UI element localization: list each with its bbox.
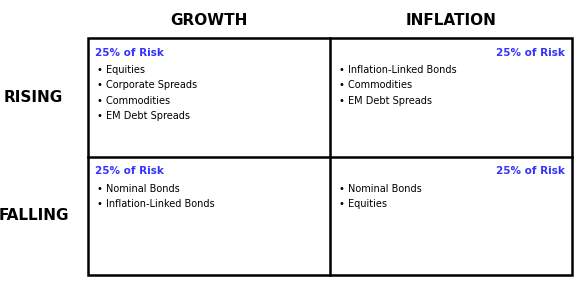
Text: 25% of Risk: 25% of Risk (95, 167, 164, 176)
Text: RISING: RISING (4, 90, 63, 105)
Text: GROWTH: GROWTH (170, 13, 248, 28)
Text: • EM Debt Spreads: • EM Debt Spreads (97, 112, 190, 121)
Bar (88, 38, 572, 275)
Text: • Inflation-Linked Bonds: • Inflation-Linked Bonds (97, 199, 215, 209)
Text: FALLING: FALLING (0, 208, 69, 223)
Text: • Equities: • Equities (339, 199, 387, 209)
Text: • Nominal Bonds: • Nominal Bonds (339, 183, 422, 194)
Text: INFLATION: INFLATION (406, 13, 497, 28)
Text: • Commodities: • Commodities (97, 96, 170, 106)
Text: • Nominal Bonds: • Nominal Bonds (97, 183, 180, 194)
Text: 25% of Risk: 25% of Risk (496, 167, 565, 176)
Text: • Equities: • Equities (97, 65, 145, 75)
Text: • EM Debt Spreads: • EM Debt Spreads (339, 96, 432, 106)
Text: • Corporate Spreads: • Corporate Spreads (97, 80, 197, 90)
Text: 25% of Risk: 25% of Risk (95, 48, 164, 58)
Text: • Commodities: • Commodities (339, 80, 412, 90)
Text: 25% of Risk: 25% of Risk (496, 48, 565, 58)
Text: • Inflation-Linked Bonds: • Inflation-Linked Bonds (339, 65, 457, 75)
